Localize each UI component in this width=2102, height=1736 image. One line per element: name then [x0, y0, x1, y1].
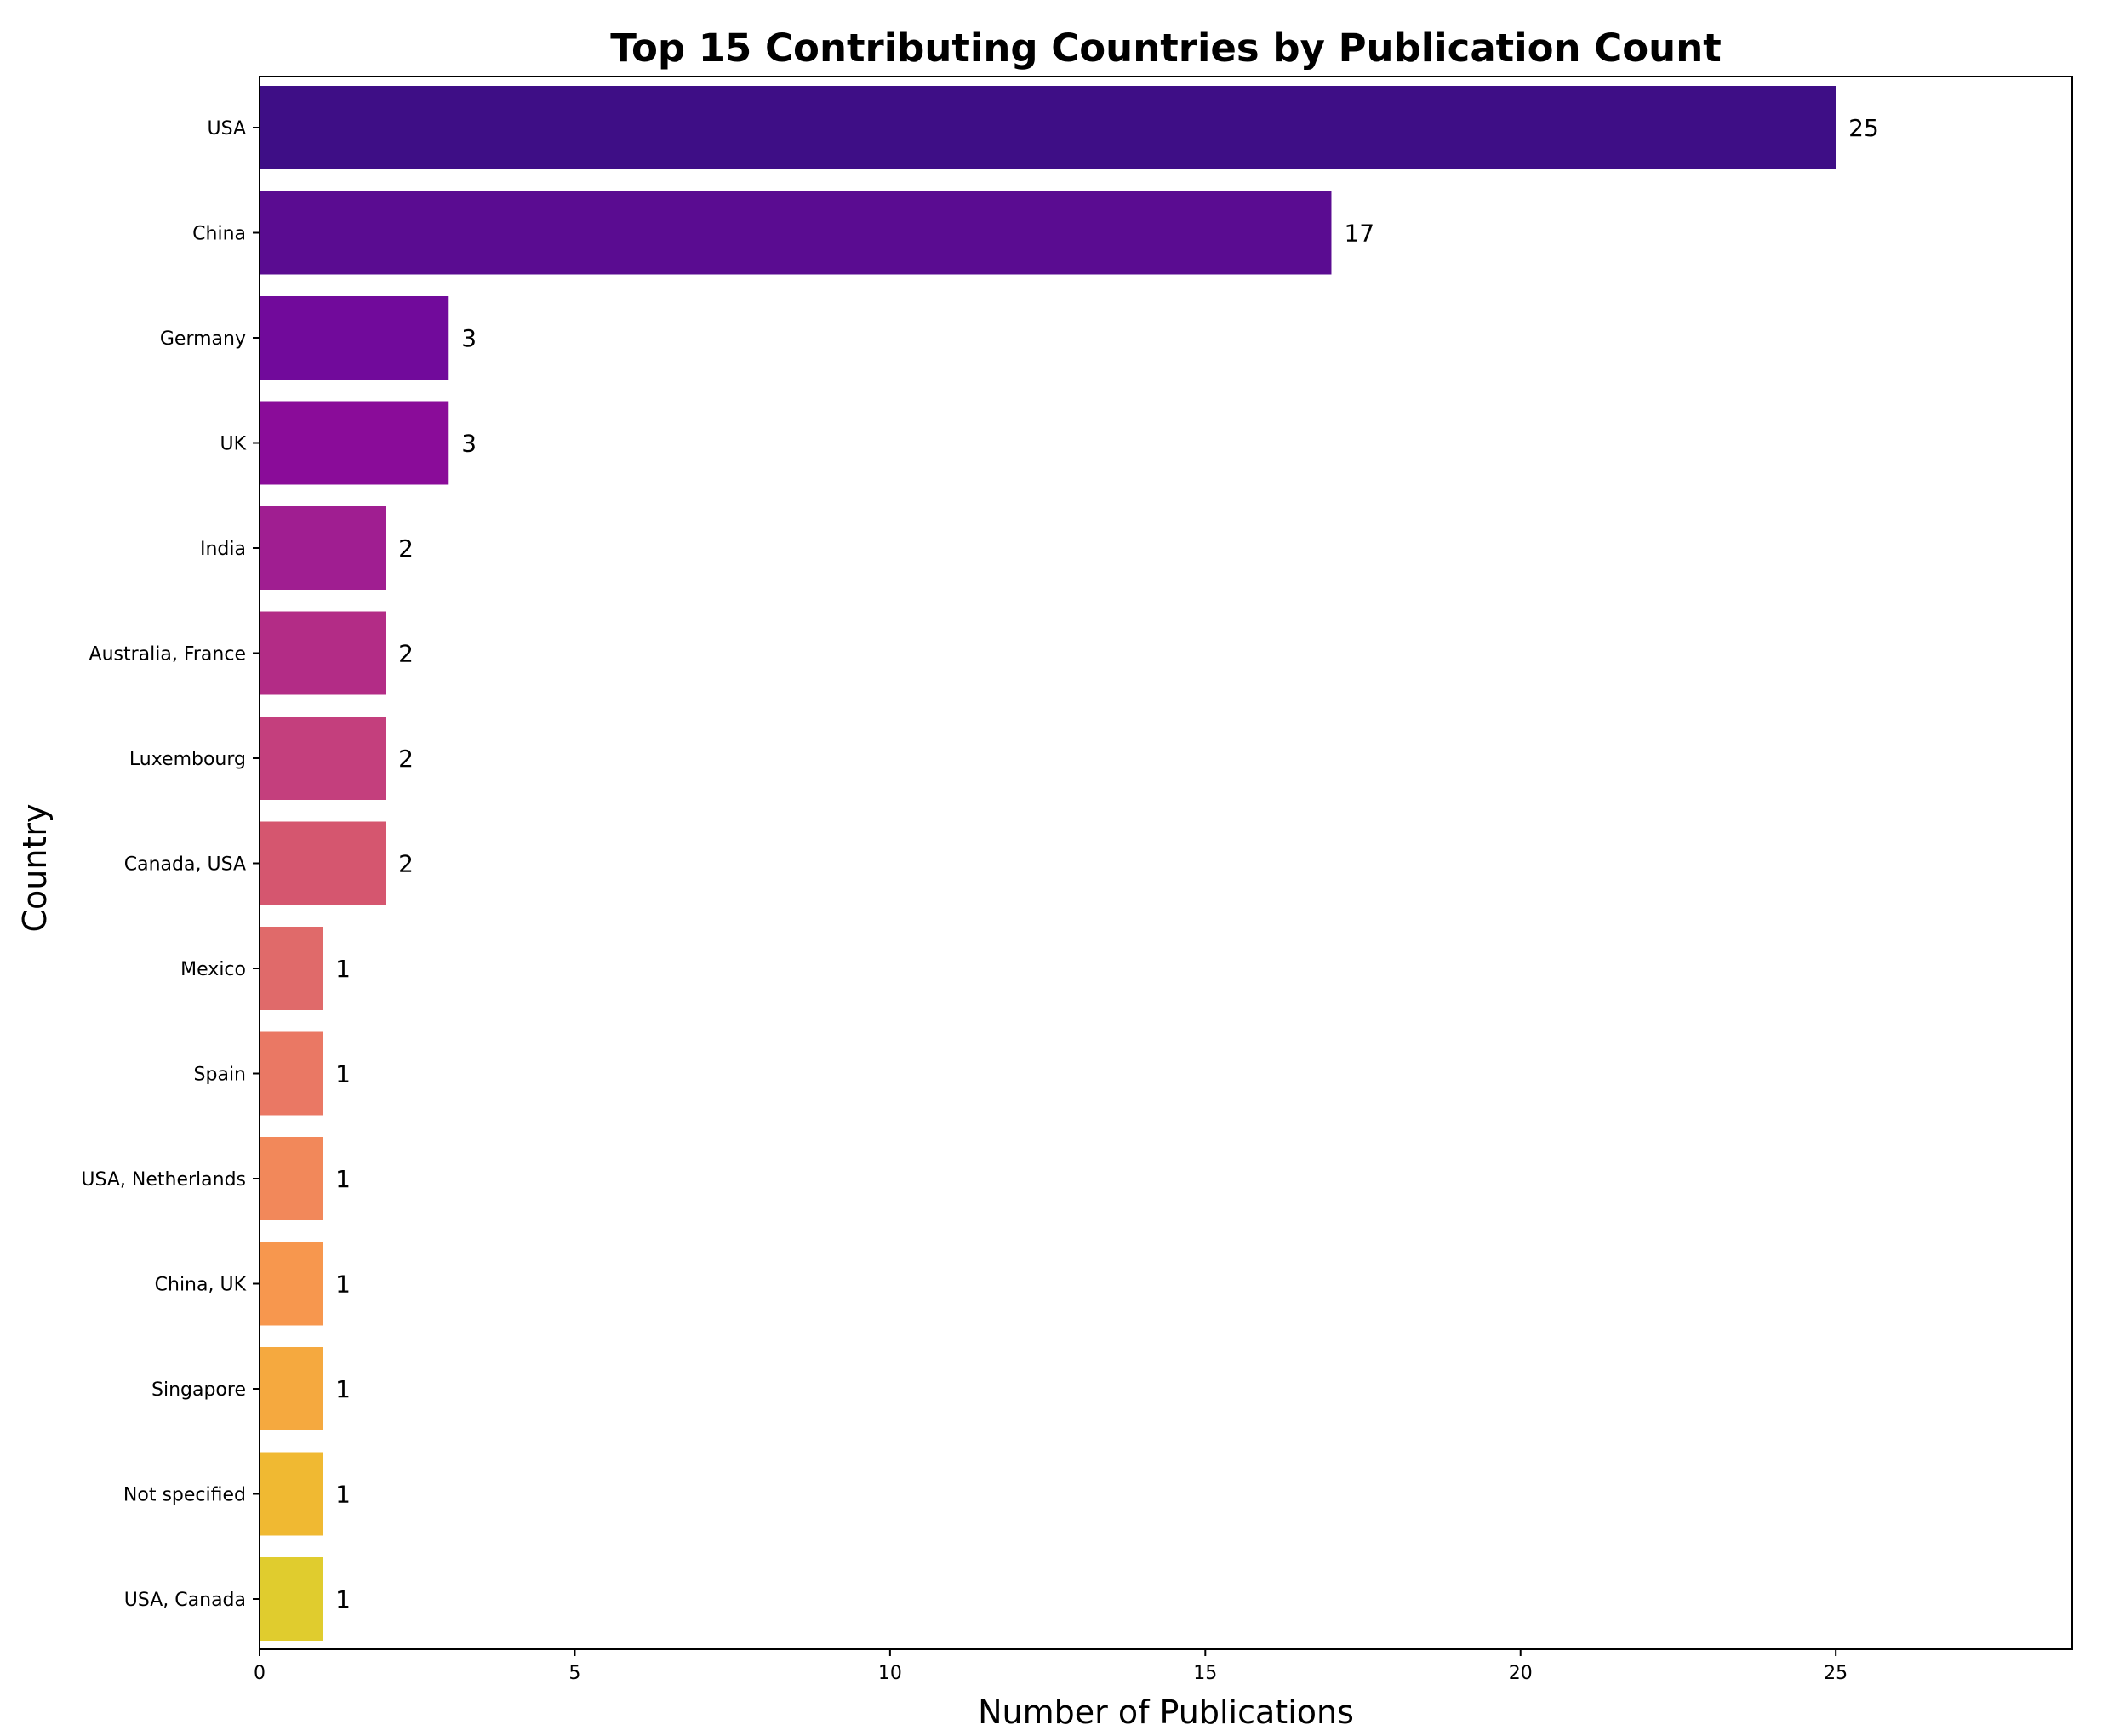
bar-13: [260, 1452, 323, 1536]
y-tick-label-12: Singapore: [151, 1379, 246, 1401]
bar-1: [260, 191, 1332, 275]
data-label-8: 1: [335, 955, 351, 983]
y-tick-label-2: Germany: [160, 328, 246, 350]
x-tick-label-5: 25: [1824, 1663, 1848, 1684]
y-tick-label-11: China, UK: [155, 1275, 247, 1296]
y-tick-label-0: USA: [207, 118, 246, 140]
data-label-12: 1: [335, 1375, 351, 1403]
plot-frame: [259, 76, 2073, 1650]
bar-2: [260, 296, 449, 380]
bar-6: [260, 717, 386, 800]
data-label-3: 3: [461, 430, 477, 458]
y-tick-label-5: Australia, France: [89, 644, 246, 665]
data-label-14: 1: [335, 1585, 351, 1613]
x-tick-label-4: 20: [1509, 1663, 1533, 1684]
data-label-4: 2: [398, 534, 414, 562]
y-tick-label-6: Luxembourg: [129, 749, 246, 770]
bar-0: [260, 86, 1836, 169]
bar-9: [260, 1031, 323, 1116]
bar-8: [260, 927, 323, 1010]
x-tick-layer: 0 5 10 15 20 25: [254, 1649, 1848, 1684]
chart-title: Top 15 Contributing Countries by Publica…: [610, 26, 1722, 71]
y-tick-layer: USA China Germany UK India Australia, France L…: [81, 118, 260, 1611]
y-tick-label-10: USA, Netherlands: [81, 1169, 246, 1191]
data-label-2: 3: [461, 324, 477, 352]
bar-5: [260, 611, 386, 695]
data-label-5: 2: [398, 640, 414, 668]
y-tick-label-9: Spain: [194, 1065, 246, 1086]
y-tick-label-3: UK: [220, 434, 246, 455]
x-tick-label-2: 10: [878, 1663, 902, 1684]
y-tick-label-8: Mexico: [180, 959, 246, 980]
data-label-11: 1: [335, 1271, 351, 1299]
bar-11: [260, 1242, 323, 1326]
y-tick-label-1: China: [192, 224, 246, 245]
bar-14: [260, 1557, 323, 1641]
bar-7: [260, 821, 386, 905]
bar-4: [260, 506, 386, 590]
bar-12: [260, 1347, 323, 1430]
x-axis-title: Number of Publications: [978, 1693, 1354, 1731]
data-label-7: 2: [398, 850, 414, 878]
x-tick-label-3: 15: [1193, 1663, 1217, 1684]
data-label-10: 1: [335, 1165, 351, 1193]
y-tick-label-4: India: [200, 539, 246, 560]
data-label-9: 1: [335, 1060, 351, 1088]
y-tick-label-7: Canada, USA: [124, 854, 246, 876]
data-labels-layer: 25 17 3 3 2 2 2 2 1 1 1 1 1 1 1: [335, 114, 1879, 1613]
x-tick-label-0: 0: [254, 1663, 266, 1684]
data-label-13: 1: [335, 1481, 351, 1509]
data-label-0: 25: [1848, 114, 1879, 142]
bars-layer: [260, 86, 1836, 1641]
data-label-6: 2: [398, 745, 414, 773]
y-tick-label-13: Not specified: [123, 1485, 246, 1506]
x-tick-label-1: 5: [568, 1663, 580, 1684]
bar-3: [260, 401, 449, 485]
data-label-1: 17: [1344, 220, 1374, 248]
y-tick-label-14: USA, Canada: [124, 1590, 246, 1611]
y-axis-title: Country: [16, 804, 54, 933]
bar-10: [260, 1137, 323, 1220]
